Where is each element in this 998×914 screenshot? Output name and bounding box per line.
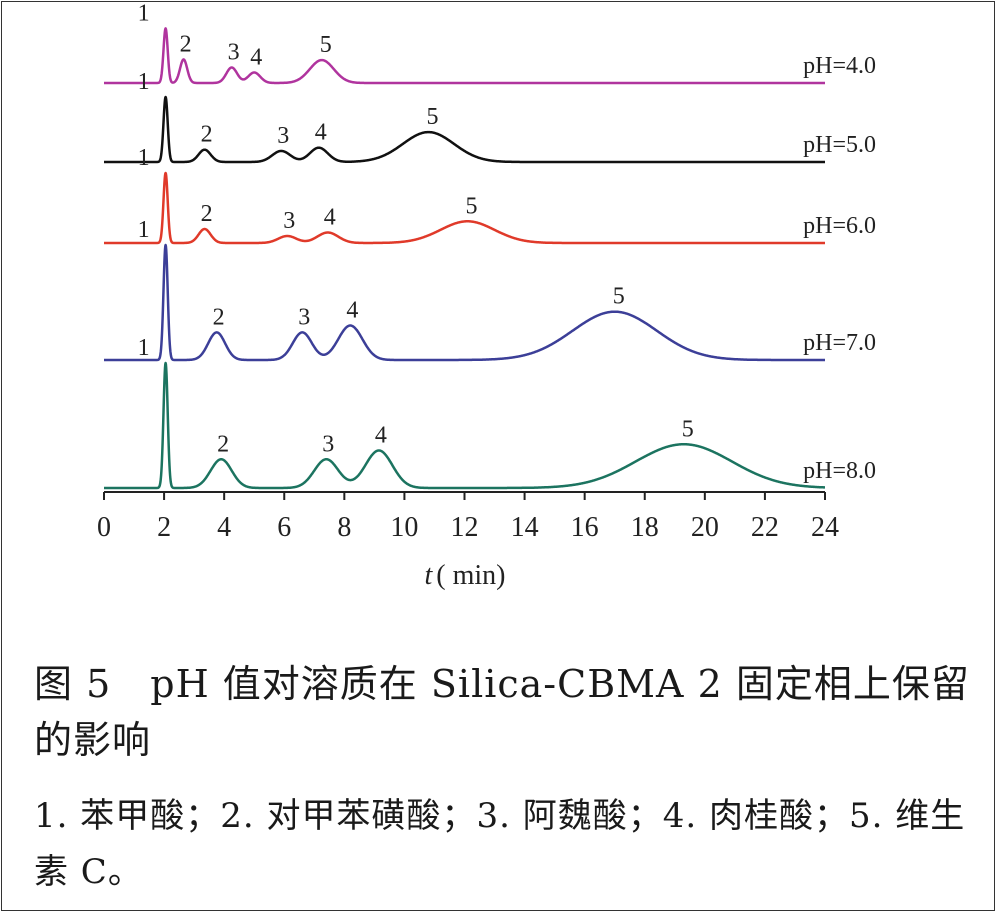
peak-label-2-4: 4	[324, 205, 336, 231]
ph-label-3: pH=7.0	[803, 330, 876, 356]
x-tick-label-10: 10	[390, 512, 418, 543]
chromatogram-traces	[103, 27, 826, 490]
figure-caption-title: 图 5 pH 值对溶质在 Silica-CBMA 2 固定相上保留的影响	[34, 662, 970, 762]
peak-label-1-2: 2	[201, 122, 213, 148]
x-tick-label-8: 8	[337, 512, 351, 543]
ph-label-2: pH=6.0	[803, 213, 876, 239]
x-axis-title: t( min)	[425, 560, 506, 591]
trace-ph70	[103, 243, 826, 362]
peak-label-2-2: 2	[201, 201, 213, 227]
x-axis-ticks: 0 2 4 6 8 10 12 14 16 18 20 22 24	[97, 492, 839, 543]
peak-label-4-1: 1	[138, 335, 150, 361]
x-axis-title-variable: t	[425, 560, 434, 591]
x-tick-label-20: 20	[691, 512, 719, 543]
x-tick-label-0: 0	[97, 512, 111, 543]
peak-label-0-5: 5	[320, 32, 332, 58]
x-axis-title-unit: ( min)	[436, 560, 505, 591]
x-tick-label-12: 12	[451, 512, 479, 543]
ph-label-0: pH=4.0	[803, 53, 876, 79]
peak-label-1-1: 1	[138, 69, 150, 95]
ph-labels: pH=4.0 pH=5.0 pH=6.0 pH=7.0 pH=8.0	[803, 53, 876, 484]
peak-label-4-4: 4	[375, 423, 387, 449]
x-tick-label-2: 2	[157, 512, 171, 543]
peak-label-3-3: 3	[298, 304, 310, 330]
trace-ph60	[103, 171, 826, 245]
peak-label-4-5: 5	[682, 416, 694, 442]
x-tick-label-4: 4	[217, 512, 231, 543]
peak-label-1-5: 5	[426, 104, 438, 130]
peak-label-0-3: 3	[228, 40, 240, 66]
peak-label-4-3: 3	[322, 431, 334, 457]
peak-label-3-1: 1	[138, 217, 150, 243]
peak-label-0-4: 4	[250, 44, 262, 70]
ph-label-4: pH=8.0	[803, 458, 876, 484]
trace-ph80	[103, 361, 826, 490]
x-tick-label-16: 16	[571, 512, 599, 543]
trace-ph50	[103, 95, 826, 164]
x-tick-label-14: 14	[511, 512, 539, 543]
peak-label-2-5: 5	[466, 193, 478, 219]
x-tick-label-24: 24	[811, 512, 839, 543]
trace-ph40	[103, 27, 826, 85]
peak-label-3-5: 5	[613, 284, 625, 310]
peak-label-4-2: 2	[217, 431, 229, 457]
peak-label-0-1: 1	[138, 0, 150, 26]
peak-label-1-3: 3	[277, 123, 289, 149]
x-tick-label-18: 18	[631, 512, 659, 543]
peak-label-2-1: 1	[138, 145, 150, 171]
peak-label-2-3: 3	[283, 208, 295, 234]
figure-caption-legend: 1. 苯甲酸；2. 对甲苯磺酸；3. 阿魏酸；4. 肉桂酸；5. 维生素 C。	[34, 796, 966, 892]
x-tick-label-22: 22	[751, 512, 779, 543]
peak-label-3-2: 2	[213, 304, 225, 330]
x-tick-label-6: 6	[277, 512, 291, 543]
peak-label-3-4: 4	[346, 298, 358, 324]
peak-label-1-4: 4	[315, 120, 327, 146]
peak-label-0-2: 2	[180, 31, 192, 57]
ph-label-1: pH=5.0	[803, 132, 876, 158]
